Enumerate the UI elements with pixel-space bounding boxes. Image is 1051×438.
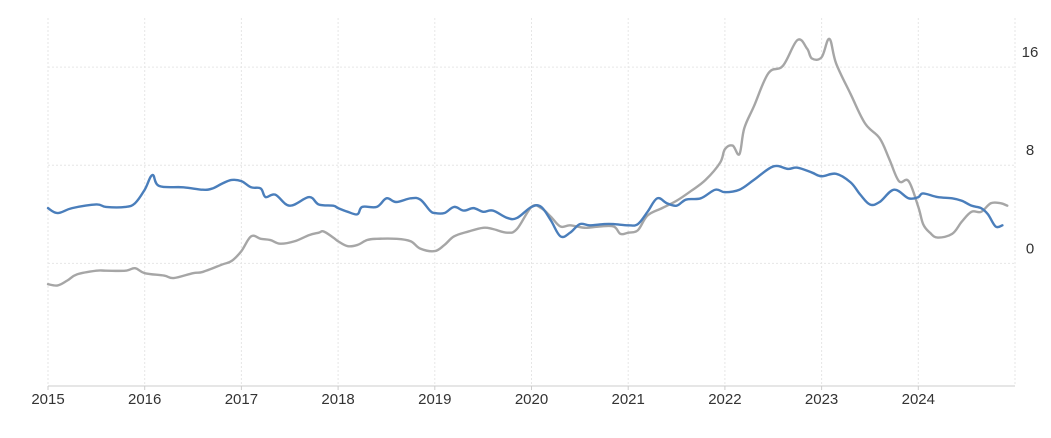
x-tick-label: 2018 (321, 391, 354, 408)
axes (48, 386, 1015, 390)
x-tick-label: 2015 (31, 391, 64, 408)
series-line-gray (48, 39, 1007, 286)
y-tick-label: 0 (1026, 240, 1034, 257)
grid (48, 18, 1015, 386)
x-tick-label: 2020 (515, 391, 548, 408)
y-tick-label: 8 (1026, 142, 1034, 159)
x-tick-label: 2022 (708, 391, 741, 408)
x-tick-label: 2016 (128, 391, 161, 408)
y-tick-label: 16 (1022, 44, 1039, 61)
x-tick-label: 2019 (418, 391, 451, 408)
y-axis-ticks: 1680 (1022, 44, 1039, 257)
x-tick-label: 2023 (805, 391, 838, 408)
x-tick-label: 2021 (612, 391, 645, 408)
series-group (48, 39, 1007, 286)
series-line-blue (48, 166, 1002, 237)
x-tick-label: 2017 (225, 391, 258, 408)
x-tick-label: 2024 (902, 391, 935, 408)
x-axis-ticks: 2015 2016 2017 2018 2019 2020 2021 2022 2023 2024 (31, 391, 935, 408)
